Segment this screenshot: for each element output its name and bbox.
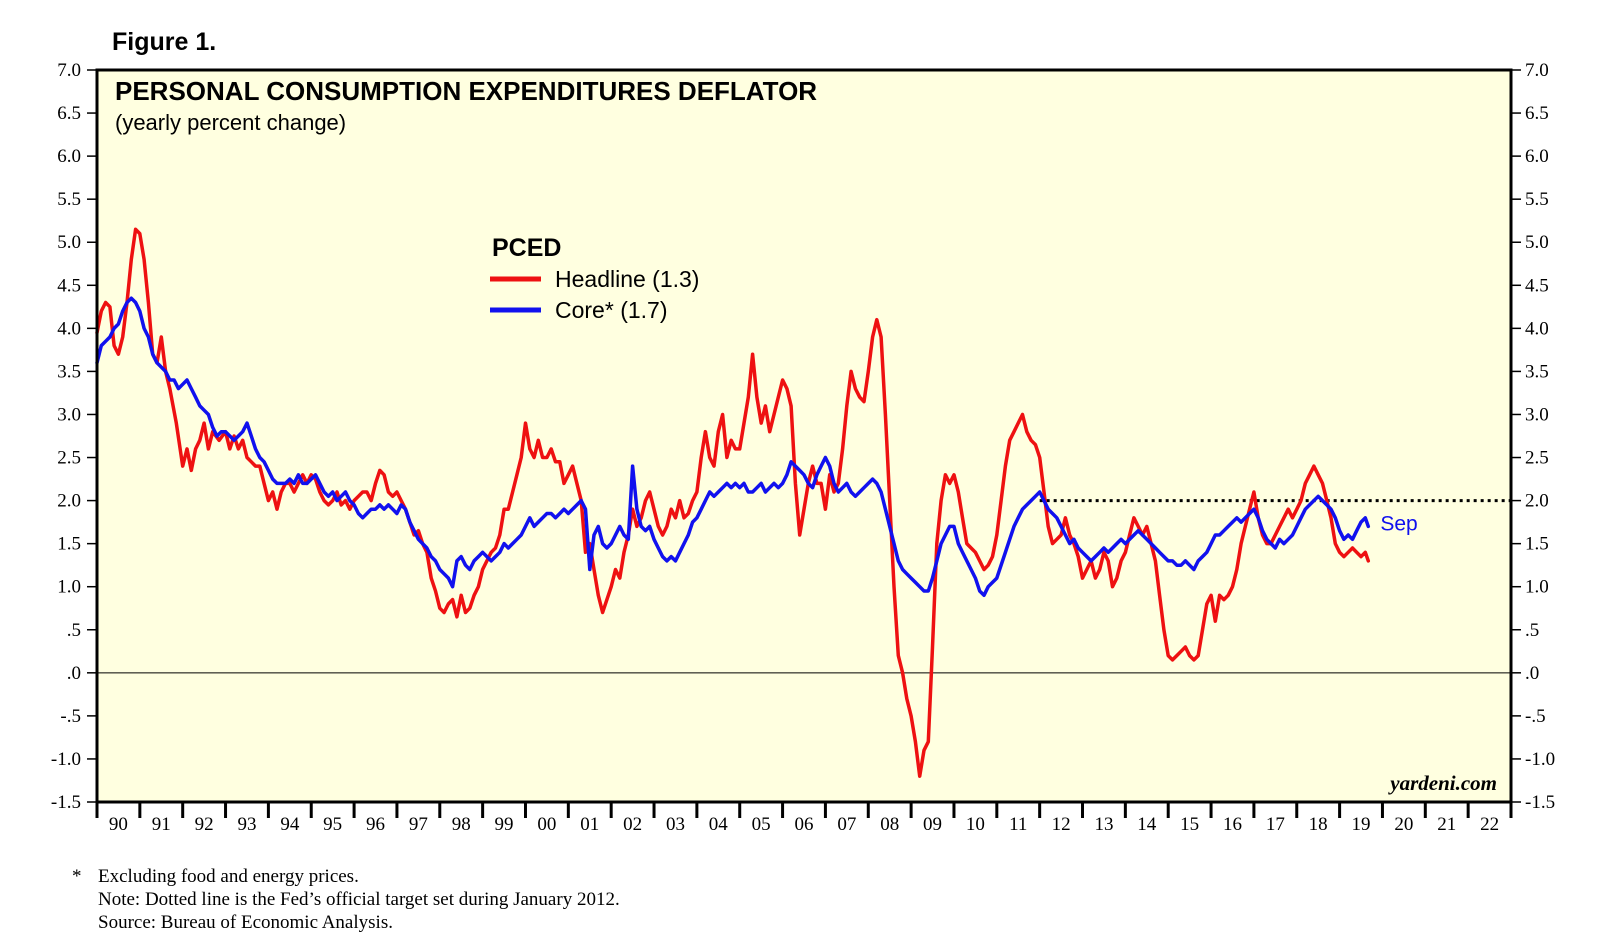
footnote-line-3: Source: Bureau of Economic Analysis. xyxy=(98,912,393,933)
x-tick-label: 16 xyxy=(1223,814,1242,835)
plot-area xyxy=(97,70,1511,802)
y-tick-label-left: 3.5 xyxy=(57,361,81,382)
y-tick-label-right: 1.0 xyxy=(1525,577,1549,598)
brand-watermark: yardeni.com xyxy=(1387,771,1497,795)
legend-label-headline: Headline (1.3) xyxy=(555,266,699,292)
y-tick-label-left: 1.0 xyxy=(57,577,81,598)
x-tick-label: 92 xyxy=(195,814,214,835)
end-label-sep: Sep xyxy=(1380,512,1417,535)
y-tick-label-left: 6.0 xyxy=(57,146,81,167)
x-tick-label: 14 xyxy=(1137,814,1157,835)
x-tick-label: 90 xyxy=(109,814,128,835)
series-line-core xyxy=(95,296,1371,598)
y-tick-label-left: 5.5 xyxy=(57,189,81,210)
y-tick-label-right: 6.0 xyxy=(1525,146,1549,167)
y-tick-label-left: .5 xyxy=(67,620,81,641)
x-tick-label: 22 xyxy=(1480,814,1499,835)
series-line-headline xyxy=(95,227,1371,778)
footnotes: * Excluding food and energy prices. Note… xyxy=(72,866,620,933)
footnote-star: * xyxy=(72,866,82,887)
x-tick-label: 95 xyxy=(323,814,342,835)
x-tick-label: 17 xyxy=(1266,814,1285,835)
y-tick-label-right: 4.5 xyxy=(1525,275,1549,296)
x-tick-label: 03 xyxy=(666,814,685,835)
x-tick-label: 96 xyxy=(366,814,385,835)
x-tick-label: 13 xyxy=(1094,814,1113,835)
y-tick-label-right: 3.0 xyxy=(1525,404,1549,425)
y-tick-label-left: 5.0 xyxy=(57,232,81,253)
plot-frame xyxy=(95,68,1513,804)
footnote-line-2: Note: Dotted line is the Fed’s official … xyxy=(98,889,620,910)
x-tick-label: 97 xyxy=(409,814,428,835)
y-axis: 7.0 7.0 6.5 6.5 6.0 6.0 5.5 5.5 5.0 5.0 4.5 4.5 4.0 4… xyxy=(51,60,1555,813)
y-tick-label-left: 4.0 xyxy=(57,318,81,339)
x-tick-label: 11 xyxy=(1009,814,1027,835)
figure-label: Figure 1. xyxy=(112,28,216,56)
legend-title: PCED xyxy=(492,234,561,262)
y-tick-label-right: -1.0 xyxy=(1525,749,1555,770)
y-tick-label-left: 4.5 xyxy=(57,275,81,296)
x-tick-label: 99 xyxy=(495,814,514,835)
chart-subtitle: (yearly percent change) xyxy=(115,110,346,135)
y-tick-label-left: -1.5 xyxy=(51,792,81,813)
x-tick-label: 21 xyxy=(1437,814,1456,835)
y-tick-label-right: 5.5 xyxy=(1525,189,1549,210)
y-tick-label-left: 2.0 xyxy=(57,491,81,512)
y-tick-label-left: 6.5 xyxy=(57,103,81,124)
x-tick-label: 94 xyxy=(280,814,300,835)
x-tick-label: 02 xyxy=(623,814,642,835)
x-tick-label: 00 xyxy=(537,814,556,835)
y-tick-label-right: 3.5 xyxy=(1525,361,1549,382)
y-tick-label-right: 2.5 xyxy=(1525,448,1549,469)
x-tick-label: 06 xyxy=(795,814,814,835)
legend: PCED Headline (1.3) Core* (1.7) xyxy=(490,234,699,323)
series-group xyxy=(95,227,1371,778)
y-tick-label-right: -.5 xyxy=(1525,706,1546,727)
x-tick-label: 01 xyxy=(580,814,599,835)
x-axis: 90 91 92 93 94 95 96 97 98 99 00 01 02 03 04 05 06 07 08 09… xyxy=(95,802,1513,835)
x-tick-label: 07 xyxy=(837,814,856,835)
legend-label-core: Core* (1.7) xyxy=(555,297,667,323)
x-tick-label: 10 xyxy=(966,814,985,835)
x-tick-label: 09 xyxy=(923,814,942,835)
y-tick-label-left: 7.0 xyxy=(57,60,81,81)
x-tick-label: 19 xyxy=(1352,814,1371,835)
x-tick-label: 93 xyxy=(237,814,256,835)
x-tick-label: 08 xyxy=(880,814,899,835)
x-tick-label: 98 xyxy=(452,814,471,835)
y-tick-label-right: 2.0 xyxy=(1525,491,1549,512)
y-tick-label-right: 7.0 xyxy=(1525,60,1549,81)
y-tick-label-left: 1.5 xyxy=(57,534,81,555)
y-tick-label-right: 5.0 xyxy=(1525,232,1549,253)
y-tick-label-right: 4.0 xyxy=(1525,318,1549,339)
footnote-line-1: Excluding food and energy prices. xyxy=(98,866,359,887)
chart-title: PERSONAL CONSUMPTION EXPENDITURES DEFLAT… xyxy=(115,76,817,106)
y-tick-label-right: .5 xyxy=(1525,620,1539,641)
y-tick-label-right: 6.5 xyxy=(1525,103,1549,124)
y-tick-label-right: .0 xyxy=(1525,663,1539,684)
y-tick-label-left: -1.0 xyxy=(51,749,81,770)
y-tick-label-right: -1.5 xyxy=(1525,792,1555,813)
y-tick-label-right: 1.5 xyxy=(1525,534,1549,555)
y-tick-label-left: -.5 xyxy=(60,706,81,727)
y-tick-label-left: .0 xyxy=(67,663,81,684)
x-tick-label: 05 xyxy=(752,814,771,835)
y-tick-label-left: 2.5 xyxy=(57,448,81,469)
x-tick-label: 15 xyxy=(1180,814,1199,835)
x-tick-label: 12 xyxy=(1052,814,1071,835)
x-tick-label: 04 xyxy=(709,814,729,835)
y-tick-label-left: 3.0 xyxy=(57,404,81,425)
x-tick-label: 20 xyxy=(1394,814,1413,835)
x-tick-label: 18 xyxy=(1309,814,1328,835)
x-tick-label: 91 xyxy=(152,814,171,835)
